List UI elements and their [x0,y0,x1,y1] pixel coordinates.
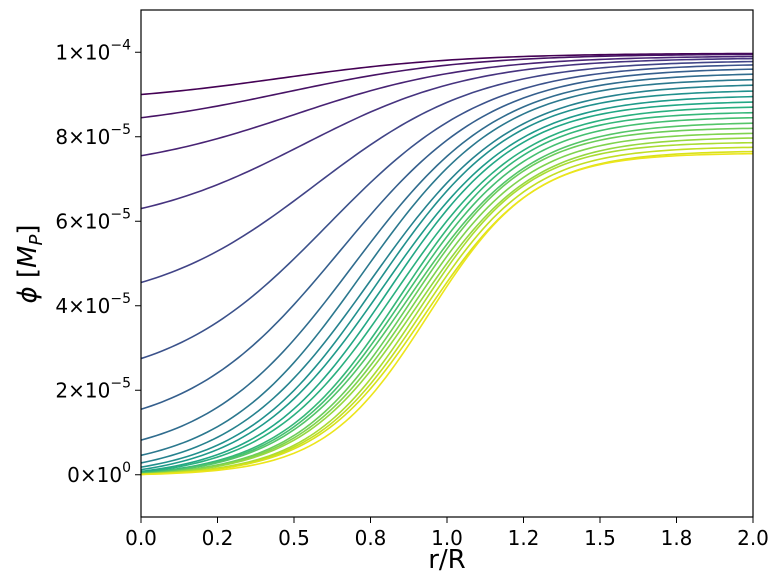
series-line-14 [140,106,754,474]
x-tick-label: 1.2 [508,526,540,550]
x-tick-label: 1.8 [661,526,693,550]
series-line-2 [140,53,754,119]
series-line-23 [140,150,754,476]
y-axis-label-symbol: ϕ [13,286,43,303]
x-tick-label: 1.5 [584,526,616,550]
x-axis: 0.0 0.2 0.5 0.8 1.0 1.2 1.5 1.8 2.0 [125,517,769,550]
y-tick-label: 4×10−5 [55,291,131,318]
x-tick-label: 2.0 [737,526,769,550]
series-line-19 [140,132,754,475]
series-line-6 [140,64,754,360]
series-line-10 [140,84,754,464]
curve-group [140,52,754,476]
x-tick-label: 0.5 [278,526,310,550]
y-axis: 0×100 2×10−5 4×10−5 6×10−5 8×10−5 1×10−4 [55,37,141,487]
x-tick-label: 1.0 [431,526,463,550]
series-line-8 [140,73,754,441]
x-tick-label: 0.8 [355,526,387,550]
y-tick-label: 6×10−5 [55,206,131,233]
series-line-3 [140,55,754,157]
series-line-4 [140,57,754,210]
series-line-7 [140,68,754,411]
y-tick-label: 0×100 [67,460,131,487]
series-line-9 [140,78,754,457]
series-line-17 [140,122,754,475]
series-line-13 [140,101,754,473]
series-line-16 [140,116,754,475]
x-axis-label: r/R [428,545,466,575]
series-line-12 [140,95,754,471]
series-line-24 [140,152,754,476]
y-tick-label: 8×10−5 [55,122,131,149]
y-tick-label: 2×10−5 [55,375,131,402]
series-line-11 [140,90,754,468]
series-line-15 [140,111,754,474]
series-line-18 [140,127,754,475]
series-line-1 [140,52,754,96]
y-axis-label: ϕ [MP] [13,224,47,303]
series-line-5 [140,60,754,284]
y-tick-label: 1×10−4 [55,37,131,64]
y-axis-label-unit-sub: P [26,235,47,246]
y-axis-label-unit: M [13,246,43,268]
series-line-20 [140,137,754,475]
x-tick-label: 0.2 [202,526,234,550]
x-tick-label: 0.0 [125,526,157,550]
